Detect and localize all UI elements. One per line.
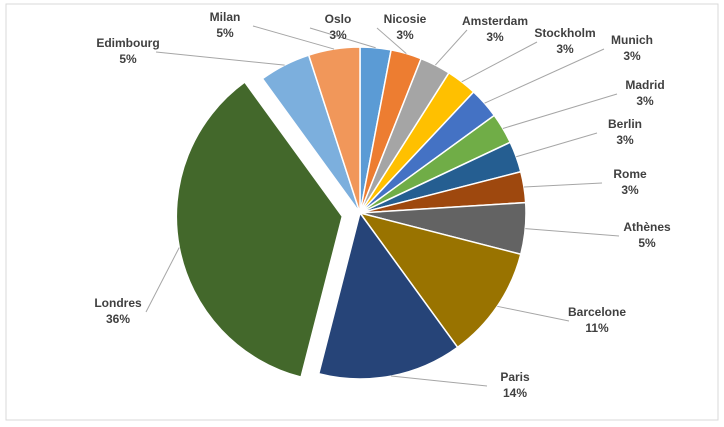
data-label-value: 14%: [503, 386, 527, 400]
data-label-name: Nicosie: [384, 12, 427, 26]
data-label-value: 36%: [106, 312, 130, 326]
data-label-value: 3%: [636, 94, 654, 108]
data-label-name: Madrid: [625, 78, 664, 92]
data-label-value: 3%: [623, 49, 641, 63]
leader-line: [523, 182, 603, 188]
pie-slice: [317, 211, 459, 380]
data-label-name: Rome: [613, 167, 647, 181]
leader-line: [516, 132, 598, 158]
leader-line: [525, 228, 620, 237]
data-label-name: Milan: [210, 10, 241, 24]
leader-line: [252, 25, 335, 50]
data-label-value: 3%: [396, 28, 414, 42]
data-label-value: 3%: [486, 30, 504, 44]
data-label-value: 3%: [616, 133, 634, 147]
pie-slice: [175, 81, 344, 379]
data-label-name: Athènes: [623, 220, 671, 234]
data-label-name: Amsterdam: [462, 14, 528, 28]
data-label-name: Oslo: [325, 12, 352, 26]
leader-line: [434, 29, 468, 66]
data-label-name: Londres: [94, 296, 142, 310]
data-label-name: Stockholm: [534, 26, 595, 40]
leader-line: [376, 27, 407, 54]
data-label-value: 3%: [329, 28, 347, 42]
pie-slice: [358, 211, 522, 349]
leader-line: [497, 305, 570, 322]
leader-line: [484, 48, 605, 104]
data-label-value: 3%: [556, 42, 574, 56]
data-label-name: Edimbourg: [96, 36, 159, 50]
leader-line: [155, 51, 285, 66]
leader-line: [461, 41, 538, 83]
pie-slice: [307, 46, 361, 214]
data-label-name: Munich: [611, 33, 653, 47]
leader-line: [391, 375, 488, 387]
data-label-value: 5%: [216, 26, 234, 40]
data-label-name: Barcelone: [568, 305, 626, 319]
data-label-name: Paris: [500, 370, 530, 384]
data-label-value: 5%: [638, 236, 656, 250]
data-label-value: 11%: [585, 321, 609, 335]
data-label-name: Berlin: [608, 117, 642, 131]
data-label-value: 5%: [119, 52, 137, 66]
data-label-value: 3%: [621, 183, 639, 197]
leader-line: [309, 27, 376, 49]
leader-line: [145, 247, 180, 313]
leader-line: [502, 93, 618, 129]
